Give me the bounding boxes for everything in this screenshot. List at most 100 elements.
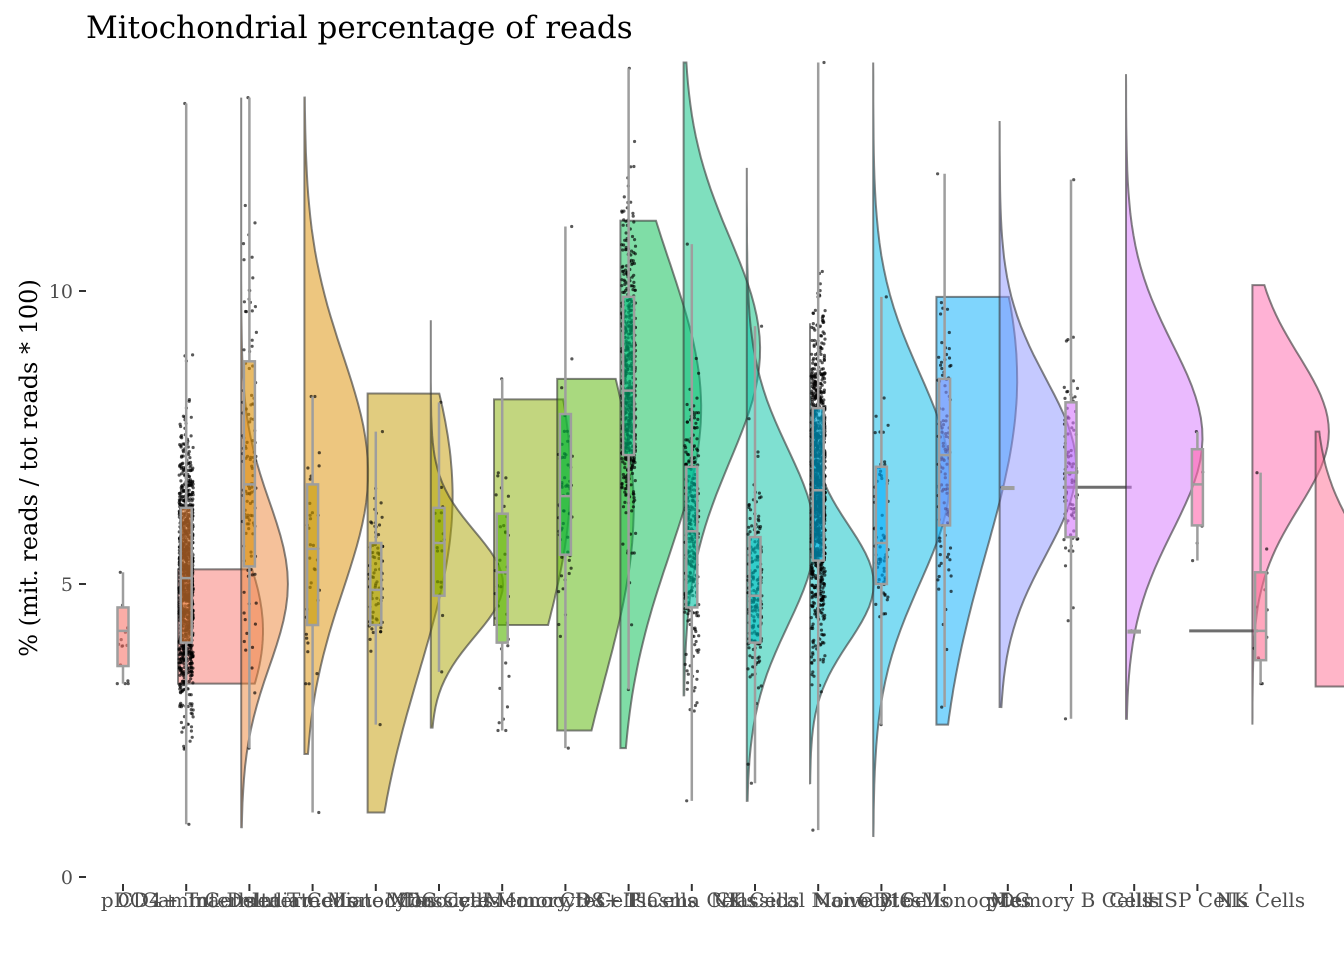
data-point (179, 720, 183, 725)
data-point (813, 362, 818, 366)
data-point (559, 574, 564, 578)
data-point (187, 693, 191, 697)
data-point (810, 576, 814, 580)
data-point (630, 249, 634, 253)
data-point (947, 356, 952, 360)
y-tick-label: 0 (61, 867, 73, 889)
data-point (123, 682, 127, 686)
data-point (190, 643, 194, 647)
data-point (181, 647, 185, 651)
box-10 (748, 535, 762, 644)
data-point (179, 424, 183, 429)
data-point (757, 496, 762, 500)
data-point (569, 566, 573, 570)
x-tick-label: Naive B Cells (813, 888, 950, 912)
data-point (886, 423, 890, 427)
data-point (822, 320, 826, 324)
data-point (634, 531, 638, 536)
data-point (758, 659, 762, 663)
data-point (757, 655, 761, 659)
data-point (629, 258, 633, 262)
data-point (693, 426, 697, 430)
data-point (947, 330, 951, 335)
data-point (379, 626, 383, 630)
data-point (189, 434, 193, 438)
data-point (812, 383, 816, 387)
data-point (623, 462, 627, 466)
data-point (304, 632, 308, 636)
data-point (623, 490, 627, 494)
data-point (182, 687, 186, 692)
violin-17 (1251, 284, 1330, 725)
data-point (370, 627, 374, 631)
data-point (693, 686, 697, 690)
data-point (181, 414, 185, 418)
data-point (695, 677, 699, 681)
data-point (181, 679, 185, 683)
data-point (694, 611, 698, 615)
data-point (632, 273, 636, 277)
data-point (949, 574, 953, 578)
data-point (883, 462, 887, 467)
data-point (187, 480, 192, 484)
data-point (629, 165, 633, 169)
data-point (948, 364, 952, 368)
data-point (747, 505, 751, 510)
data-point (630, 234, 635, 239)
data-point (1063, 396, 1067, 400)
data-point (631, 463, 635, 467)
data-point (254, 330, 258, 334)
data-point (692, 689, 696, 693)
data-point (945, 307, 950, 311)
data-point (695, 669, 700, 674)
data-point (250, 666, 254, 670)
data-point (254, 601, 258, 605)
data-point (305, 636, 309, 640)
data-point (685, 420, 689, 424)
data-point (557, 590, 561, 594)
data-point (823, 569, 827, 573)
data-point (819, 591, 823, 596)
data-point (937, 355, 941, 359)
data-point (810, 338, 814, 343)
data-point (813, 644, 818, 648)
data-point (250, 255, 254, 259)
data-point (813, 563, 818, 567)
data-point (1075, 537, 1079, 541)
data-point (749, 781, 754, 785)
data-point (498, 686, 502, 691)
data-point (567, 558, 571, 563)
data-point (684, 652, 688, 657)
data-point (504, 476, 508, 480)
data-point (692, 460, 696, 465)
data-point (191, 497, 195, 501)
data-point (620, 457, 624, 461)
data-point (938, 553, 942, 557)
data-point (440, 670, 444, 674)
data-point (751, 665, 755, 669)
data-point (187, 822, 191, 826)
x-tick-label: Intermediate Monocytes (252, 888, 500, 912)
data-point (306, 466, 310, 470)
x-tick-label: pDC (101, 888, 145, 912)
data-point (760, 324, 764, 328)
data-point (813, 367, 817, 371)
data-point (697, 371, 701, 375)
data-point (821, 402, 825, 406)
data-point (187, 499, 191, 503)
data-point (697, 634, 701, 638)
data-point (630, 509, 634, 513)
data-point (695, 396, 699, 400)
data-point (629, 483, 633, 487)
data-point (313, 394, 317, 399)
data-point (814, 403, 818, 407)
data-point (881, 591, 886, 595)
data-point (182, 466, 186, 470)
data-point (811, 322, 815, 326)
data-point (812, 586, 817, 590)
data-point (695, 437, 699, 441)
x-tick-label: Gamma-Delta T Cells (142, 888, 357, 912)
data-point (811, 358, 815, 362)
data-point (810, 590, 814, 594)
